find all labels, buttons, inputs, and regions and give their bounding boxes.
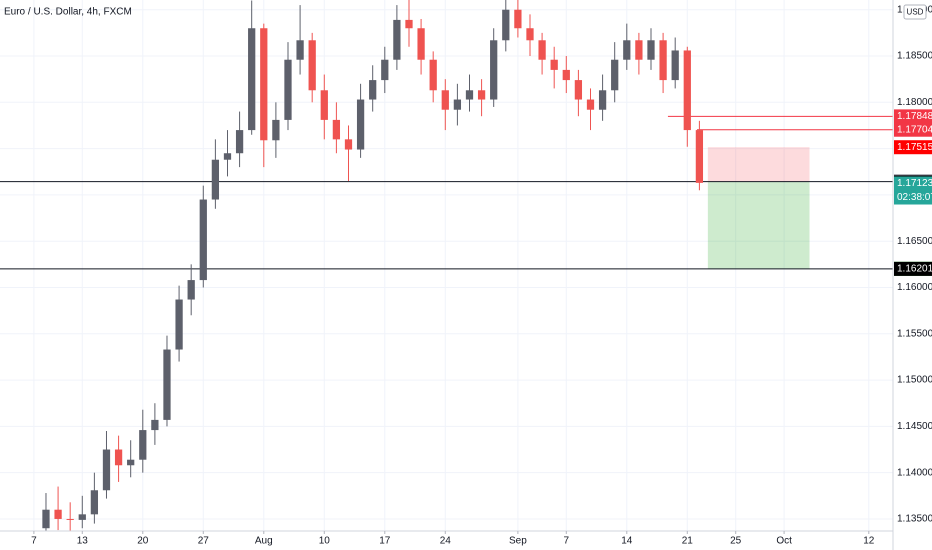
- price-label: 1.17123: [897, 178, 932, 189]
- x-tick-label: 13: [77, 536, 89, 547]
- candle-body: [393, 19, 401, 60]
- candle-body: [211, 159, 220, 200]
- x-tick-label: 14: [621, 536, 633, 547]
- candle-body: [574, 80, 583, 100]
- y-tick-label: 1.18000: [897, 97, 932, 108]
- candle-body: [42, 509, 50, 529]
- price-label-box: [894, 176, 932, 191]
- candle-body: [332, 119, 341, 140]
- x-tick-label: 17: [379, 536, 391, 547]
- y-tick-label: 1.18500: [897, 51, 932, 62]
- candle-body: [526, 28, 534, 41]
- candle-body: [453, 99, 462, 110]
- candle-body: [187, 280, 195, 300]
- y-tick-label: 1.16500: [897, 236, 932, 247]
- candle-body: [623, 40, 631, 60]
- candle-body: [695, 130, 704, 183]
- x-tick-label: 7: [31, 536, 37, 547]
- candle-body: [284, 59, 292, 120]
- x-tick-label: 10: [319, 536, 331, 547]
- x-tick-label: Sep: [509, 536, 527, 547]
- price-label: 1.16201: [897, 264, 932, 275]
- y-tick-label: 1.15500: [897, 328, 932, 339]
- x-tick-label: 25: [730, 536, 742, 547]
- candle-body: [175, 299, 183, 350]
- currency[interactable]: USD: [907, 8, 924, 17]
- x-tick-label: 7: [564, 536, 570, 547]
- currency-box[interactable]: [903, 4, 927, 20]
- candle-body: [66, 518, 74, 520]
- candle-body: [490, 40, 498, 100]
- axes: 1.13500 1.14000 1.14500 1.15000 1.15500 1.160…: [31, 4, 932, 547]
- candle-body: [562, 69, 570, 81]
- price-label: 1.17848: [897, 111, 932, 122]
- target-zone: [707, 181, 810, 269]
- x-tick-label: Oct: [776, 536, 792, 547]
- candle-body: [223, 153, 232, 160]
- candle-body: [477, 90, 486, 100]
- candle-body: [248, 28, 256, 131]
- x-tick-label: 21: [682, 536, 694, 547]
- candle-body: [659, 40, 667, 81]
- price-label-box: [894, 122, 932, 137]
- y-tick-label: 1.13500: [897, 514, 932, 525]
- candle-body: [102, 449, 111, 491]
- candle-body: [611, 59, 619, 91]
- countdown-box: [894, 190, 932, 205]
- candle-body: [586, 99, 595, 110]
- candle-body: [598, 90, 607, 110]
- plot-area: [0, 0, 893, 531]
- candle-body: [683, 50, 691, 131]
- candle-body: [139, 430, 147, 460]
- x-tick-label: 12: [863, 536, 875, 547]
- candle-body: [78, 514, 86, 520]
- candle-body: [272, 119, 280, 141]
- candle-body: [514, 9, 522, 29]
- candle-body: [320, 90, 328, 120]
- candle-body: [671, 50, 679, 81]
- candle-body: [538, 40, 546, 60]
- candle-body: [151, 419, 159, 431]
- y-tick-label: 1.14000: [897, 467, 932, 478]
- candle-body: [550, 59, 558, 70]
- candle-body: [635, 40, 643, 60]
- candle-body: [163, 349, 171, 420]
- candle-body: [344, 139, 353, 150]
- candle-body: [235, 130, 244, 154]
- candle-body: [90, 490, 99, 515]
- x-tick-label: 24: [440, 536, 452, 547]
- price-label: 1.17704: [897, 124, 932, 135]
- x-tick-label: 27: [198, 536, 210, 547]
- y-tick-label: 1.16000: [897, 282, 932, 293]
- x-tick-label: 20: [137, 536, 149, 547]
- price-label-box: [894, 140, 932, 155]
- candle-body: [296, 40, 304, 60]
- candle-body: [114, 449, 123, 466]
- chart-title: Euro / U.S. Dollar, 4h, FXCM: [4, 7, 132, 18]
- candle-body: [54, 509, 62, 519]
- y-tick-label: 1.15000: [897, 375, 932, 386]
- candle-body: [369, 80, 377, 100]
- candle-body: [127, 459, 135, 466]
- countdown: 02:38:07: [897, 192, 932, 203]
- candle-body: [417, 28, 425, 60]
- y-tick-label: 1.14500: [897, 421, 932, 432]
- price-label-box: [894, 109, 932, 124]
- candle-body: [260, 28, 268, 141]
- candle-body: [647, 40, 655, 60]
- candle-body: [405, 19, 413, 29]
- candle-body: [465, 90, 474, 100]
- price-label: 1.17515: [897, 142, 932, 153]
- x-tick-label: Aug: [255, 536, 273, 547]
- candle-body: [441, 90, 449, 110]
- candle-body: [429, 59, 437, 91]
- candle-body: [381, 59, 389, 81]
- candle-body: [502, 9, 510, 41]
- candle-body: [308, 40, 316, 91]
- stop-zone: [707, 147, 810, 182]
- candle-body: [356, 99, 365, 150]
- price-label-box: [894, 261, 932, 276]
- candle-body: [199, 199, 207, 281]
